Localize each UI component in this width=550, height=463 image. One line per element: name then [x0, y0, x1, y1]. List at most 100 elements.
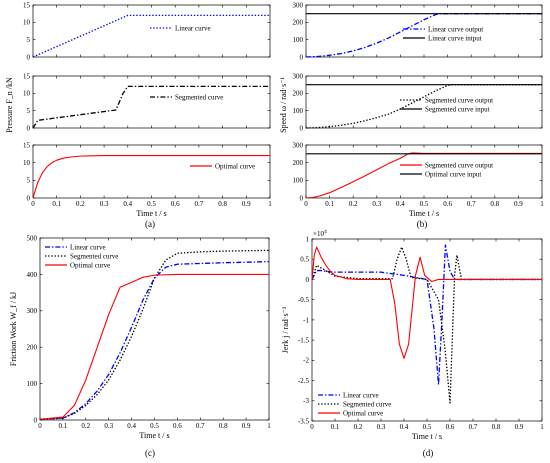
chart-b2-frame — [305, 75, 543, 129]
chart-c-legend-label-2: Optimal curve — [70, 261, 110, 269]
chart-d-ytick-label: 0.5 — [300, 256, 309, 264]
chart-b3-xtick-label: 0.5 — [420, 200, 429, 208]
chart-b3-xtick-label: 0.9 — [514, 200, 523, 208]
chart-c-xtick-label: 0 — [38, 422, 42, 430]
chart-a1-series-0 — [32, 14, 270, 58]
axes-layer — [32, 4, 543, 422]
chart-a3-xtick-label: 0 — [31, 200, 35, 208]
chart-c-ytick-label: 0 — [34, 416, 38, 424]
chart-b1-legend-label-0: Linear curve output — [428, 25, 483, 33]
chart-b2-series-0 — [305, 84, 542, 129]
chart-a1-ytick-label: 0 — [27, 53, 31, 61]
chart-c-series-2 — [39, 273, 269, 420]
chart-b2-ytick-label: 300 — [293, 72, 304, 80]
chart-b2-ytick-label: 100 — [293, 107, 304, 115]
chart-a3-xtick-label: 0.3 — [100, 200, 109, 208]
chart-a1-ytick-label: 15 — [23, 1, 31, 9]
chart-a3-xtick-label: 0.4 — [123, 200, 132, 208]
chart-c-xlabel: Time t / s — [139, 431, 169, 440]
chart-d-legend-label-1: Segmented curve — [343, 400, 391, 408]
chart-a3-xtick-label: 0.5 — [147, 200, 156, 208]
chart-d-xtick-label: 0.1 — [331, 423, 340, 431]
chart-a3-xtick-label: 0.1 — [52, 200, 61, 208]
chart-a3-ytick-label: 5 — [27, 177, 31, 185]
caption-c: (c) — [145, 448, 155, 458]
chart-a2-series-0 — [32, 85, 270, 129]
chart-a2-frame — [32, 75, 271, 129]
chart-a3-legend-label-0: Optimal curve — [215, 162, 255, 170]
chart-c-ytick-label: 400 — [27, 271, 38, 279]
chart-b1-ytick-label: 0 — [300, 53, 304, 61]
chart-d-ytick-label: -0.5 — [298, 296, 310, 304]
chart-b3-series-0 — [305, 152, 542, 199]
pressure-ylabel: Pressure F_n /kN — [5, 77, 14, 133]
chart-c-series-1 — [39, 249, 270, 420]
chart-b1-frame — [305, 4, 543, 58]
chart-d-xtick-label: 0.4 — [400, 423, 409, 431]
chart-d-ytick-label: -1 — [303, 316, 309, 324]
chart-d-legend-label-0: Linear curve — [343, 391, 379, 399]
chart-c-ytick-label: 500 — [27, 234, 38, 242]
chart-d-ytick-label: -2.5 — [298, 377, 310, 385]
caption-b: (b) — [417, 219, 428, 229]
chart-a3-ytick-label: 15 — [23, 141, 31, 149]
chart-c-ytick-label: 100 — [27, 380, 38, 388]
chart-d-ytick-label: 0 — [306, 276, 310, 284]
chart-a3-xtick-label: 0.2 — [76, 200, 85, 208]
chart-b2-ytick-label: 200 — [293, 90, 304, 98]
chart-b1-series-0 — [305, 13, 542, 58]
chart-a2-legend-label-0: Segmented curve — [175, 93, 223, 101]
chart-d-ylabel: Jerk j / rad·s⁻³ — [281, 306, 290, 353]
chart-c-legend-label-0: Linear curve — [70, 243, 106, 251]
chart-b2-legend-label-0: Segmented curve output — [425, 96, 493, 104]
chart-a1-frame — [32, 4, 271, 58]
chart-a2-ytick-label: 10 — [23, 90, 31, 98]
chart-c-xtick-label: 0.9 — [242, 422, 251, 430]
chart-a2-ytick-label: 5 — [27, 107, 31, 115]
chart-b3-xtick-label: 0.2 — [349, 200, 358, 208]
caption-a: (a) — [145, 219, 155, 229]
chart-d-xtick-label: 0.8 — [492, 423, 501, 431]
chart-c-legend-label-1: Segmented curve — [70, 252, 118, 260]
chart-b3-xtick-label: 0.6 — [443, 200, 452, 208]
chart-b3-xtick-label: 0.7 — [467, 200, 476, 208]
chart-c-xtick-label: 1 — [267, 422, 271, 430]
chart-d-exponent-power: 4 — [324, 229, 327, 235]
chart-a2-ytick-label: 0 — [27, 124, 31, 132]
chart-d-ytick-label: -1.5 — [298, 337, 310, 345]
chart-c-ytick-label: 300 — [27, 307, 38, 315]
plots-layer — [32, 13, 542, 420]
chart-b3-xtick-label: 0 — [304, 200, 308, 208]
chart-c-ylabel: Friction Work W_f / kJ — [9, 292, 18, 366]
chart-d-xtick-label: 0.6 — [446, 423, 455, 431]
chart-b1-legend-label-1: Linear curve intput — [428, 34, 482, 42]
chart-c-series-0 — [39, 261, 270, 420]
chart-b3-ytick-label: 100 — [293, 177, 304, 185]
chart-c-xtick-label: 0.6 — [173, 422, 182, 430]
chart-d-series-2 — [311, 246, 542, 359]
chart-a3-frame — [32, 144, 271, 199]
chart-d-legend-label-2: Optimal curve — [343, 409, 383, 417]
chart-a3-xtick-label: 1 — [268, 200, 272, 208]
chart-b3-ytick-label: 0 — [300, 194, 304, 202]
chart-b3-ytick-label: 300 — [293, 141, 304, 149]
chart-a3-xtick-label: 0.9 — [242, 200, 251, 208]
speed-ylabel: Speed ω / rad·s⁻¹ — [279, 77, 288, 133]
caption-d: (d) — [423, 448, 434, 458]
chart-d-xtick-label: 0.3 — [377, 423, 386, 431]
chart-b1-ytick-label: 200 — [293, 19, 304, 27]
chart-b2-ytick-label: 0 — [300, 124, 304, 132]
chart-d-series-1 — [311, 246, 542, 404]
chart-a3-xlabel: Time t / s — [136, 209, 166, 218]
chart-a3-xtick-label: 0.6 — [171, 200, 180, 208]
chart-c-xtick-label: 0.2 — [81, 422, 90, 430]
chart-d-xtick-label: 0.2 — [354, 423, 363, 431]
chart-d-series-0 — [311, 244, 542, 386]
chart-a3-ytick-label: 10 — [23, 159, 31, 167]
chart-b1-ytick-label: 100 — [293, 36, 304, 44]
chart-b3-legend-label-1: Optimal curve input — [425, 170, 481, 178]
chart-c-xtick-label: 0.3 — [104, 422, 113, 430]
chart-d-ytick-label: -3.5 — [298, 417, 310, 425]
